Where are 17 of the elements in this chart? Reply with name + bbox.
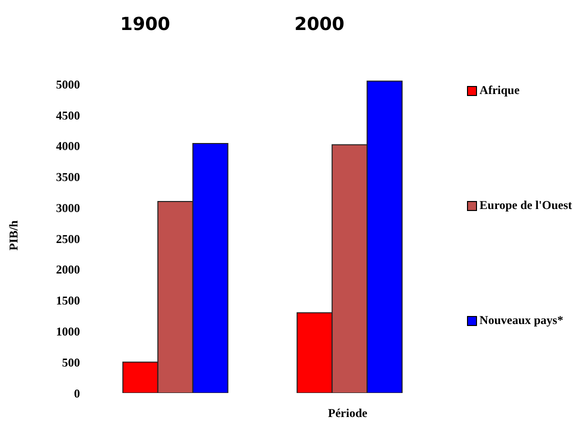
- y-tick-label: 1000: [56, 324, 80, 338]
- y-tick-label: 500: [62, 355, 80, 370]
- legend-label: Europe de l'Ouest: [480, 198, 572, 213]
- y-tick-label: 3000: [56, 200, 80, 215]
- y-axis-title: PIB/h: [6, 220, 20, 251]
- y-tick-label: 4000: [56, 139, 80, 154]
- x-axis-title: Période: [328, 406, 368, 421]
- y-tick-label: 3500: [56, 170, 80, 184]
- y-tick-label: 5000: [56, 77, 80, 92]
- y-tick-label: 0: [74, 386, 80, 400]
- legend-label: Nouveaux pays*: [480, 313, 564, 328]
- y-tick-label: 4500: [56, 108, 80, 122]
- legend-label: Afrique: [480, 83, 520, 98]
- y-tick-label: 2000: [56, 262, 80, 277]
- y-tick-label: 2500: [56, 232, 80, 246]
- y-tick-label: 1500: [56, 294, 80, 308]
- x-tick-label: 1900: [120, 14, 170, 35]
